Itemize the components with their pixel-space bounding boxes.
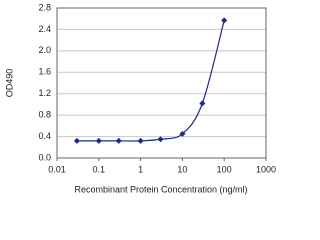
y-tick-label: 2.0 [38, 45, 51, 55]
x-tick-label: 0.1 [93, 164, 106, 174]
x-tick-label: 100 [217, 164, 232, 174]
y-tick-label: 0.8 [38, 110, 51, 120]
x-tick-label: 0.01 [48, 164, 66, 174]
data-point [95, 137, 102, 144]
y-tick-label: 1.2 [38, 88, 51, 98]
x-tick-label: 1000 [256, 164, 276, 174]
y-axis-label: OD490 [4, 69, 14, 98]
y-tick-label: 0.4 [38, 131, 51, 141]
data-point [73, 137, 80, 144]
y-tick-label: 2.8 [38, 2, 51, 12]
data-point [115, 137, 122, 144]
data-point [221, 17, 228, 24]
x-tick-label: 10 [177, 164, 187, 174]
data-point [157, 136, 164, 143]
data-point [199, 100, 206, 107]
y-tick-label: 0.0 [38, 152, 51, 162]
plot-frame [56, 7, 267, 159]
chart: OD490 Recombinant Protein Concentration … [4, 2, 276, 194]
data-point [137, 137, 144, 144]
data-point [179, 130, 186, 137]
y-tick-label: 1.6 [38, 67, 51, 77]
y-tick-label: 2.4 [38, 24, 51, 34]
fit-curve [76, 20, 225, 142]
x-tick-label: 1 [138, 164, 143, 174]
x-axis-label: Recombinant Protein Concentration (ng/ml… [74, 184, 247, 194]
